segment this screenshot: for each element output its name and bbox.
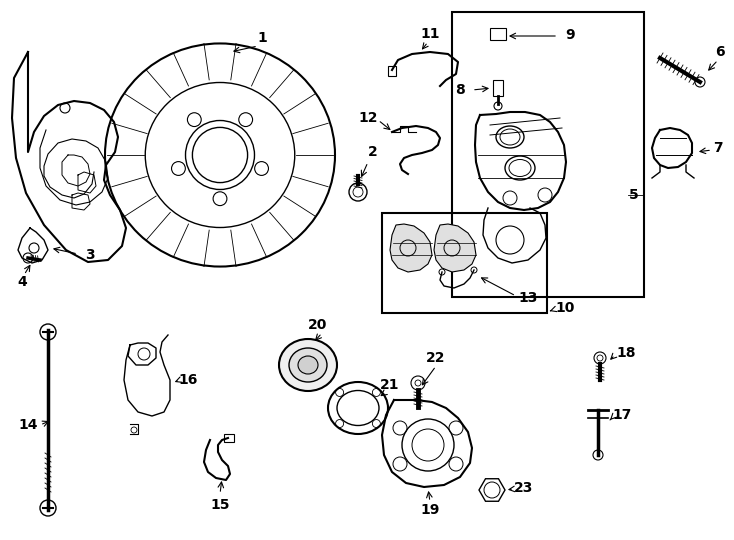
Text: 17: 17 [612,408,632,422]
Text: 3: 3 [85,248,95,262]
Text: 21: 21 [380,378,400,392]
Text: 10: 10 [556,301,575,315]
Ellipse shape [279,339,337,391]
Text: 5: 5 [629,188,639,202]
Text: 15: 15 [210,498,230,512]
Text: 6: 6 [715,45,724,59]
Text: 19: 19 [421,503,440,517]
Text: 22: 22 [426,351,446,365]
Bar [493,80,503,96]
Text: 4: 4 [17,275,27,289]
Bar [490,28,506,40]
Bar [224,434,234,442]
Text: 2: 2 [368,145,378,159]
Polygon shape [390,224,432,272]
Text: 13: 13 [518,291,538,305]
Text: 14: 14 [18,418,37,432]
Text: 23: 23 [515,481,534,495]
Polygon shape [434,224,476,272]
Bar [382,213,547,313]
Text: 7: 7 [713,141,723,155]
Ellipse shape [289,348,327,382]
Text: 20: 20 [308,318,327,332]
Text: 12: 12 [358,111,378,125]
Bar [452,12,644,297]
Ellipse shape [298,356,318,374]
Text: 11: 11 [421,27,440,41]
Text: 16: 16 [178,373,197,387]
Bar [388,66,396,76]
Text: 8: 8 [455,83,465,97]
Text: 18: 18 [617,346,636,360]
Text: 1: 1 [257,31,267,45]
Text: 9: 9 [565,28,575,42]
